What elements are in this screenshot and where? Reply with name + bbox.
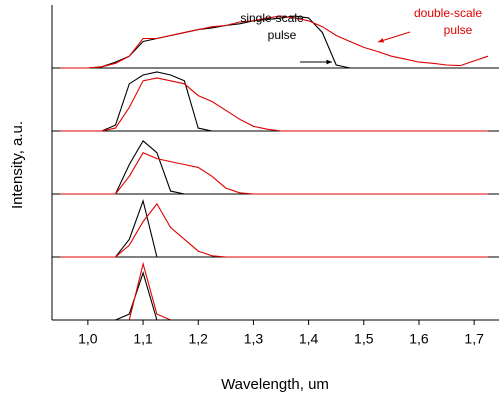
spectrum-line [60,140,488,195]
spectrum-line [60,270,488,321]
arrow-head [326,59,332,65]
x-tick-label: 1,7 [464,331,484,347]
x-tick-label: 1,4 [299,331,319,347]
x-tick-label: 1,2 [189,331,209,347]
spectrum-line [60,202,488,258]
spectrum-line [60,71,488,132]
spectrum-line [60,198,488,258]
spectrum-line [60,77,488,132]
x-tick-label: 1,1 [133,331,153,347]
x-tick-label: 1,5 [354,331,374,347]
y-axis-title: Intensity, a.u. [9,121,26,209]
annotation: pulse [268,28,297,42]
spectrum-line [60,15,489,69]
annotation: double-scale [414,6,482,20]
x-tick-label: 1,6 [409,331,429,347]
x-tick-label: 1,0 [78,331,98,347]
x-axis-title: Wavelength, um [221,376,329,393]
spectrum-line [60,261,488,321]
annotation: pulse [444,23,473,37]
x-tick-label: 1,3 [244,331,264,347]
arrow-head [378,38,384,43]
annotation-arrow [377,31,411,43]
annotation: single-scale [240,11,304,25]
spectrum-line [60,152,488,195]
